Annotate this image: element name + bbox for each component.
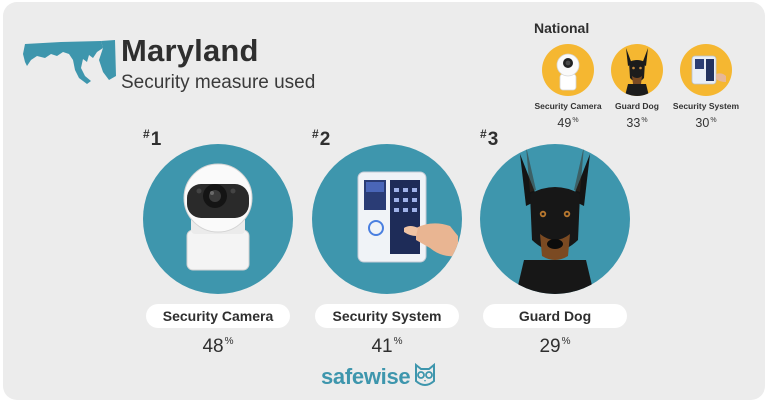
rank-label-2: #2 — [312, 127, 331, 150]
national-item-label: Security Camera — [534, 101, 602, 111]
rank-label-3: #3 — [480, 127, 499, 150]
national-item-value: 30% — [695, 116, 717, 130]
page-subtitle: Security measure used — [121, 72, 316, 93]
national-heading: National — [534, 20, 590, 36]
guard-dog-icon — [480, 144, 630, 294]
security-camera-icon — [542, 44, 594, 96]
rank-item-value: 48% — [202, 336, 234, 357]
rank-item-label: Security System — [315, 304, 459, 328]
national-item-guard-dog: Guard Dog 33% — [600, 44, 674, 130]
owl-icon — [415, 362, 435, 386]
security-system-icon — [680, 44, 732, 96]
national-item-label: Security System — [672, 101, 740, 111]
national-item-security-camera: Security Camera 49% — [531, 44, 605, 130]
national-item-value: 33% — [626, 116, 648, 130]
brand-logo-text: safewise — [321, 364, 411, 389]
rank-item-value: 29% — [539, 336, 571, 357]
maryland-map-icon — [23, 40, 116, 84]
security-system-icon — [312, 144, 462, 294]
national-item-value: 49% — [557, 116, 579, 130]
rank-item-label: Security Camera — [146, 304, 290, 328]
infographic-card: Maryland Security measure used National … — [3, 2, 765, 400]
guard-dog-icon — [611, 44, 663, 96]
security-camera-icon — [143, 144, 293, 294]
rank-item-label: Guard Dog — [483, 304, 627, 328]
national-item-security-system: Security System 30% — [669, 44, 743, 130]
rank-item-value: 41% — [371, 336, 403, 357]
rank-label-1: #1 — [143, 127, 162, 150]
page-title: Maryland — [121, 33, 259, 68]
national-item-label: Guard Dog — [615, 101, 659, 111]
